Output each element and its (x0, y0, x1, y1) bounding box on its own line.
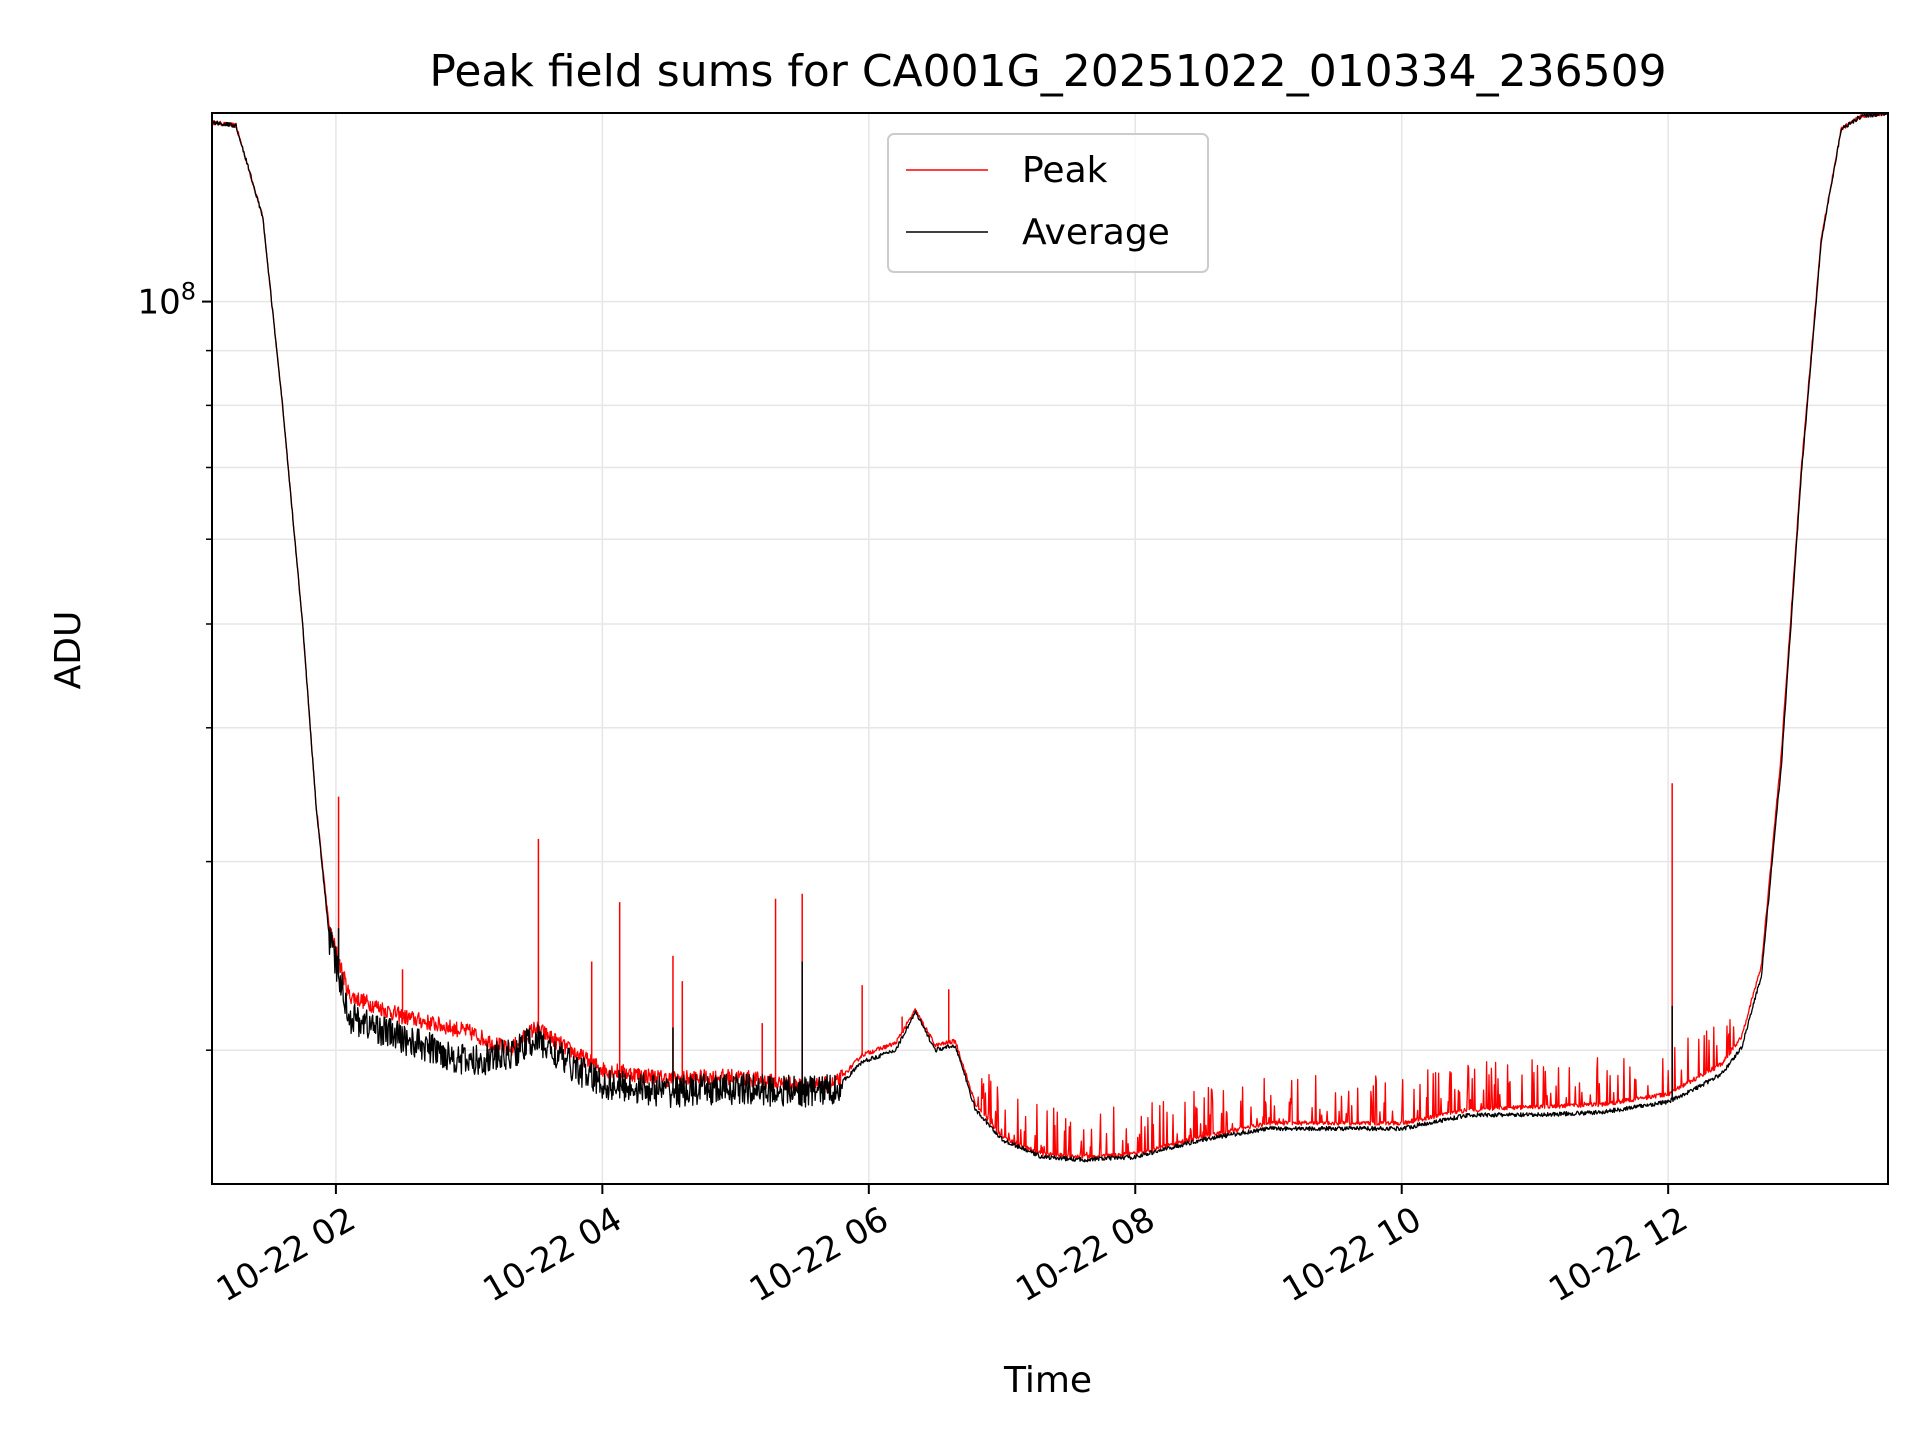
x-tick-label: 10-22 08 (1009, 1199, 1161, 1310)
x-axis-label: Time (1003, 1360, 1092, 1401)
x-tick-label: 10-22 02 (210, 1199, 362, 1310)
series-line-peak (212, 113, 1888, 1160)
y-axis-label: ADU (48, 611, 89, 690)
axes-frame (211, 112, 1889, 1185)
legend-label-peak: Peak (1022, 150, 1108, 191)
x-tick-label: 10-22 12 (1542, 1199, 1694, 1310)
grid-lines (212, 113, 1888, 1184)
chart-title: Peak field sums for CA001G_20251022_0103… (429, 46, 1666, 97)
y-tick-label: 108 (137, 278, 196, 323)
tick-marks (202, 300, 1670, 1194)
legend-label-average: Average (1022, 212, 1170, 253)
x-tick-label: 10-22 10 (1276, 1199, 1428, 1310)
x-tick-label: 10-22 04 (476, 1199, 628, 1310)
legend: Peak Average (887, 133, 1209, 273)
plot-area (212, 113, 1888, 1163)
x-tick-label: 10-22 06 (743, 1199, 895, 1310)
legend-box (887, 133, 1209, 273)
series-line-average (212, 113, 1887, 1163)
